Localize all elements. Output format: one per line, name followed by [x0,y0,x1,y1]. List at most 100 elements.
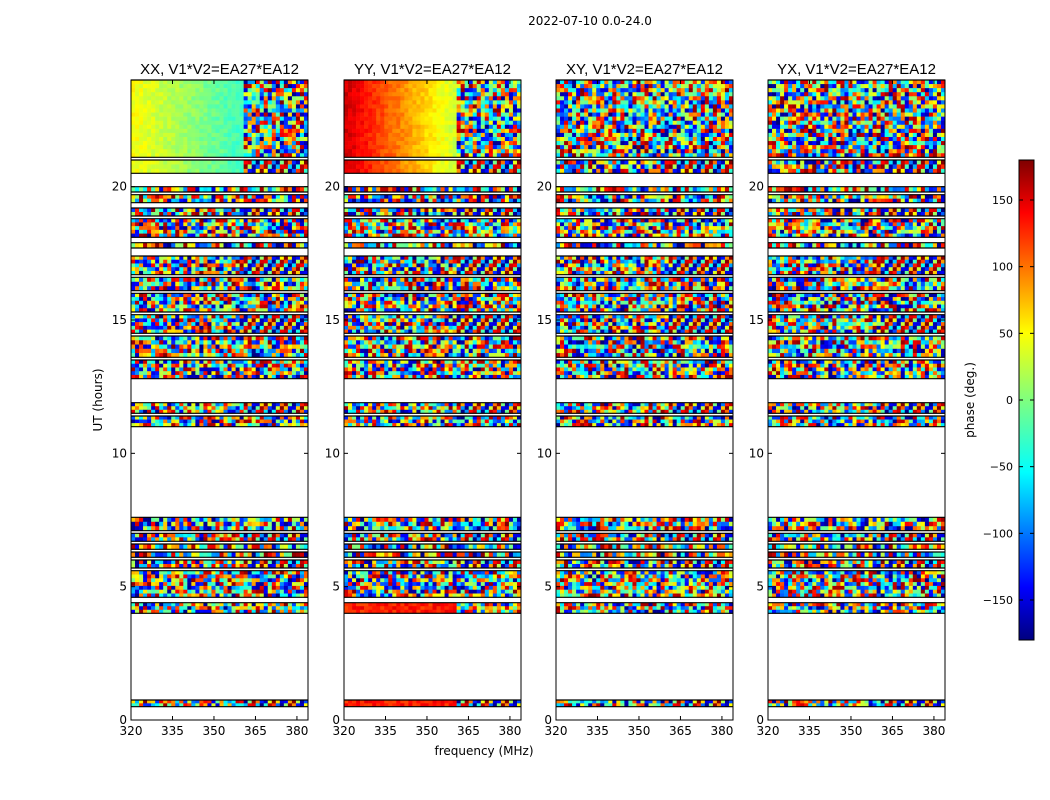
heatmap-cell [171,297,176,302]
heatmap-cell [231,80,236,85]
heatmap-cell [175,222,180,227]
heatmap-cell [259,340,265,345]
heatmap-cell [291,149,297,154]
heatmap-cell [348,574,353,579]
heatmap-cell [159,419,164,424]
heatmap-cell [408,552,413,558]
heatmap-cell [139,353,144,358]
heatmap-cell [195,277,200,283]
heatmap-cell [147,402,152,407]
heatmap-cell [147,318,152,323]
heatmap-cell [231,136,236,142]
heatmap-cell [259,141,265,146]
heatmap-cell [291,226,297,231]
heatmap-cell [207,578,212,583]
heatmap-cell [251,108,256,113]
heatmap-cell [219,263,224,268]
heatmap-cell [215,297,220,302]
heatmap-cell [195,560,200,565]
heatmap-cell [135,194,140,199]
heatmap-cell [183,570,188,575]
heatmap-cell [392,570,397,575]
heatmap-cell [432,544,437,550]
heatmap-cell [195,160,200,165]
heatmap-cell [291,286,297,291]
heatmap-cell [396,609,401,614]
heatmap-cell [428,526,433,531]
heatmap-cell [167,300,172,305]
heatmap-cell [203,80,208,85]
heatmap-cell [348,544,353,550]
heatmap-cell [287,348,293,354]
heatmap-cell [440,589,445,594]
heatmap-cell [279,297,285,302]
heatmap-cell [139,585,144,591]
heatmap-cell [155,322,160,327]
heatmap-cell [283,226,289,231]
heatmap-cell [163,544,168,550]
heatmap-cell [295,208,301,213]
heatmap-cell [143,263,148,268]
heatmap-cell [243,517,248,523]
heatmap-cell [151,602,156,607]
heatmap-cell [199,560,204,565]
heatmap-cell [203,194,208,199]
heatmap-cell [400,526,405,531]
heatmap-cell [424,582,429,587]
heatmap-cell [203,585,208,591]
heatmap-cell [211,104,216,109]
heatmap-cell [243,703,248,707]
heatmap-cell [239,564,244,569]
heatmap-cell [472,585,478,591]
heatmap-cell [344,703,349,707]
heatmap-cell [207,100,212,105]
heatmap-cell [444,526,449,531]
heatmap-cell [283,229,289,234]
heatmap-cell [384,570,389,575]
heatmap-cell [271,589,277,594]
heatmap-cell [452,521,457,527]
heatmap-cell [171,521,176,527]
heatmap-cell [348,703,353,707]
heatmap-cell [167,419,172,424]
heatmap-cell [167,409,172,414]
heatmap-cell [299,402,305,407]
heatmap-cell [171,703,176,707]
heatmap-cell [143,120,148,126]
heatmap-cell [171,186,176,193]
heatmap-cell [203,112,208,117]
heatmap-cell [187,116,192,121]
heatmap-cell [211,92,216,97]
heatmap-cell [263,160,269,165]
heatmap-cell [287,149,293,154]
heatmap-cell [283,256,289,261]
heatmap-cell [299,304,305,309]
heatmap-cell [211,256,216,261]
heatmap-cell [259,570,265,575]
heatmap-cell [195,198,200,203]
heatmap-cell [259,314,265,319]
heatmap-cell [235,153,240,158]
heatmap-cell [179,564,184,569]
heatmap-cell [255,164,261,170]
heatmap-cell [171,416,176,420]
heatmap-cell [235,353,240,358]
heatmap-cell [215,229,220,234]
heatmap-cell [436,574,441,579]
heatmap-cell [151,198,156,203]
heatmap-cell [356,582,361,587]
heatmap-cell [299,574,305,579]
heatmap-cell [251,578,256,583]
heatmap-cell [135,233,140,238]
heatmap-cell [227,344,232,350]
heatmap-cell [219,124,224,130]
heatmap-cell [223,304,228,309]
heatmap-cell [227,194,232,199]
heatmap-cell [235,322,240,327]
heatmap-cell [215,212,220,217]
heatmap-cell [219,423,224,427]
heatmap-cell [179,336,184,341]
heatmap-cell [231,360,236,365]
heatmap-cell [239,104,244,109]
heatmap-cell [223,226,228,231]
